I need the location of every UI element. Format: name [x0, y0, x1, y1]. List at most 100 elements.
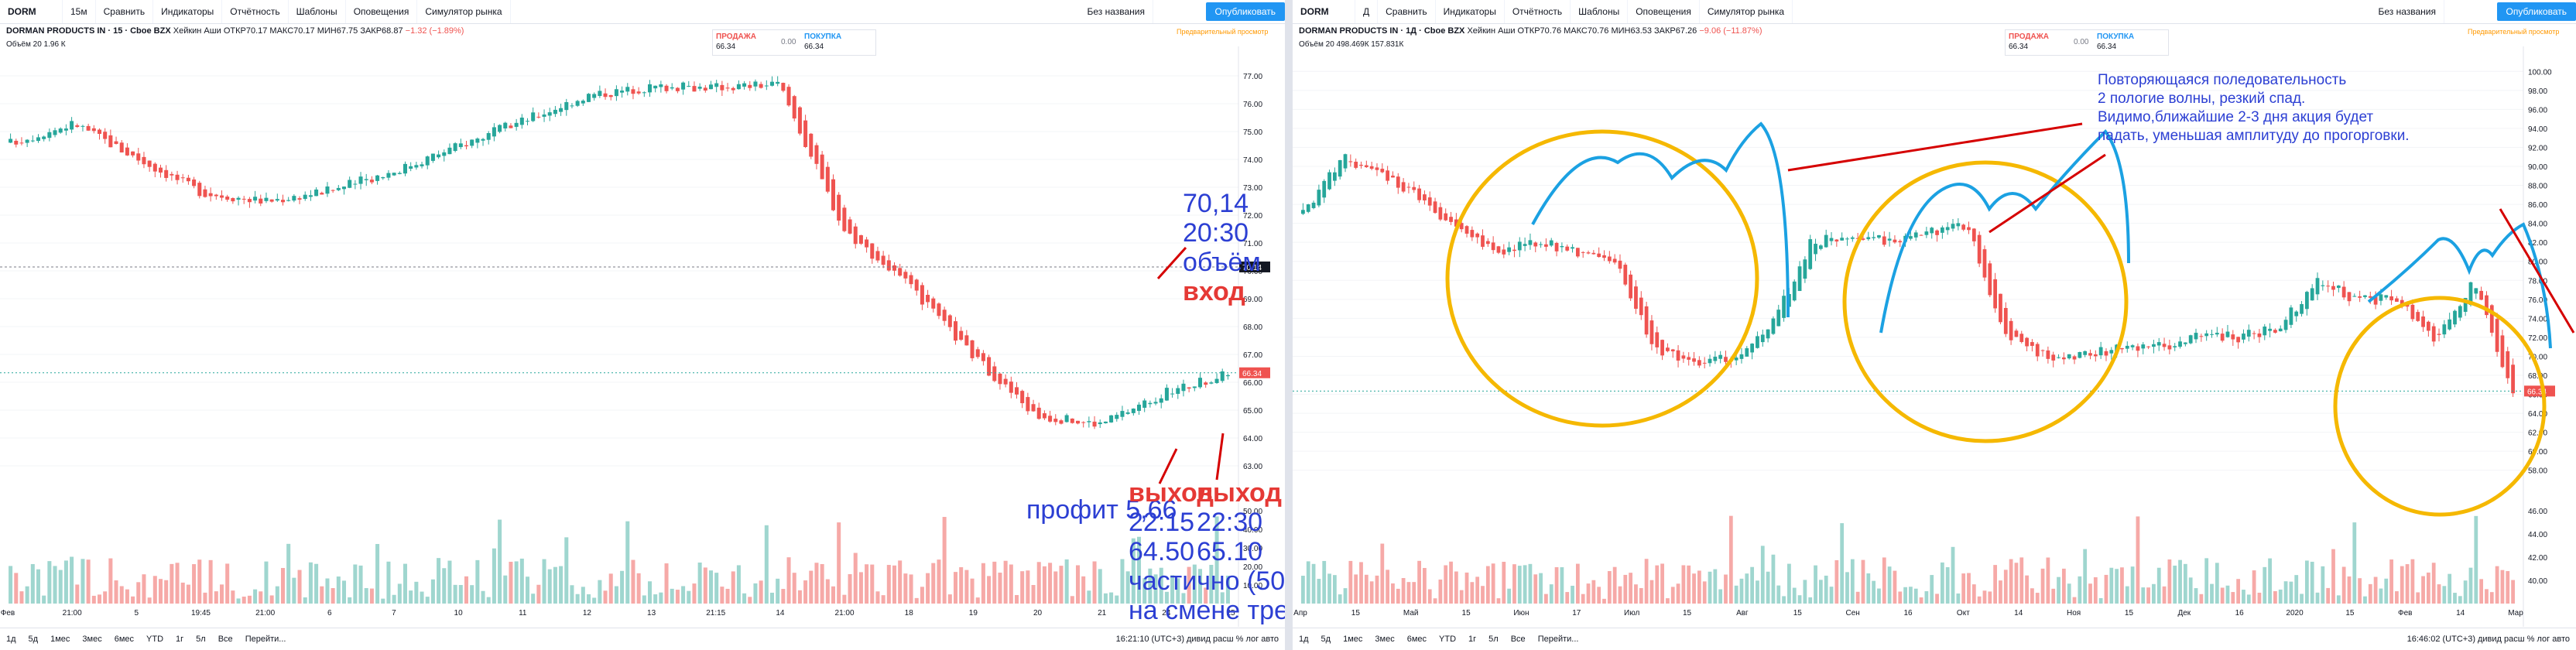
- buy-label[interactable]: ПОКУПКА: [804, 32, 842, 41]
- range-ytd[interactable]: YTD: [1439, 635, 1457, 644]
- range-1y[interactable]: 1г: [1468, 635, 1477, 644]
- compare-button[interactable]: Сравнить: [96, 0, 154, 23]
- volume-bar: [708, 570, 714, 604]
- log-toggle[interactable]: лог: [1245, 635, 1259, 644]
- replay-button[interactable]: Симулятор рынка: [1700, 0, 1793, 23]
- range-5y[interactable]: 5л: [1488, 635, 1499, 644]
- goto-date[interactable]: Перейти...: [245, 635, 286, 644]
- candle-body: [886, 260, 891, 271]
- volume-bar: [559, 566, 564, 604]
- candle-body: [1401, 182, 1406, 192]
- buy-value[interactable]: 66.34: [804, 43, 824, 51]
- candle-body: [1481, 235, 1485, 247]
- candle-body: [2025, 337, 2029, 347]
- candle-body: [1306, 204, 1310, 212]
- volume-bar: [1317, 579, 1321, 604]
- sell-label[interactable]: ПРОДАЖА: [716, 32, 756, 41]
- range-3m[interactable]: 3мес: [82, 635, 102, 644]
- publish-button[interactable]: Опубликовать: [1205, 2, 1285, 21]
- buy-label[interactable]: ПОКУПКА: [2097, 32, 2135, 41]
- layout-name[interactable]: Без названия: [1079, 0, 1153, 23]
- alerts-button[interactable]: Оповещения: [1628, 0, 1700, 23]
- range-6m[interactable]: 6мес: [114, 635, 135, 644]
- range-5d[interactable]: 5д: [28, 635, 39, 644]
- sell-value[interactable]: 66.34: [716, 43, 736, 51]
- candle-body: [108, 135, 113, 148]
- left-toolbar: DORM 15м Сравнить Индикаторы Отчётность …: [0, 0, 1285, 24]
- replay-button[interactable]: Симулятор рынка: [417, 0, 511, 23]
- range-5y[interactable]: 5л: [196, 635, 206, 644]
- right-chart[interactable]: 100.00 98.00 96.00 94.00 92.00 90.00 88.00 86.0…: [1293, 46, 2576, 627]
- compare-button[interactable]: Сравнить: [1378, 0, 1436, 23]
- candle-body: [369, 180, 374, 183]
- extended-toggle[interactable]: расш: [2504, 635, 2525, 644]
- symbol-search[interactable]: DORM: [1293, 0, 1355, 23]
- financials-button[interactable]: Отчётность: [222, 0, 289, 23]
- auto-toggle[interactable]: авто: [1261, 635, 1279, 644]
- volume-bar: [1528, 563, 1533, 604]
- range-all[interactable]: Все: [218, 635, 233, 644]
- time-tick-label: Май: [1403, 609, 1419, 618]
- time-tick-label: 5: [135, 609, 139, 618]
- range-1d[interactable]: 1д: [1299, 635, 1309, 644]
- volume-bar: [2474, 515, 2478, 604]
- range-5d[interactable]: 5д: [1321, 635, 1331, 644]
- candle-body: [519, 117, 524, 125]
- volume-bar: [1565, 592, 1570, 604]
- volume-bar: [70, 556, 74, 604]
- range-all[interactable]: Все: [1510, 635, 1526, 644]
- price-tick-label: 74.00: [1243, 156, 1262, 165]
- interval-button[interactable]: 15м: [63, 0, 96, 23]
- candle-body: [1380, 169, 1385, 173]
- clock[interactable]: 16:46:02 (UTC+3): [2406, 635, 2475, 644]
- time-tick-label: 7: [392, 609, 396, 618]
- candle-body: [25, 139, 29, 143]
- candle-body: [325, 186, 330, 194]
- range-3m[interactable]: 3мес: [1375, 635, 1395, 644]
- financials-button[interactable]: Отчётность: [1505, 0, 1571, 23]
- range-1m[interactable]: 1мес: [1343, 635, 1363, 644]
- goto-date[interactable]: Перейти...: [1537, 635, 1579, 644]
- extended-toggle[interactable]: расш: [1213, 635, 1234, 644]
- range-6m[interactable]: 6мес: [1406, 635, 1427, 644]
- candle-body: [1164, 388, 1169, 401]
- volume-bar: [1644, 559, 1649, 604]
- range-ytd[interactable]: YTD: [146, 635, 164, 644]
- candle-body: [1364, 165, 1368, 168]
- candle-body: [1792, 281, 1797, 301]
- auto-toggle[interactable]: авто: [2552, 635, 2570, 644]
- candle-body: [987, 357, 992, 376]
- publish-button[interactable]: Опубликовать: [2496, 2, 2576, 21]
- candle-body: [631, 89, 635, 94]
- dividends-toggle[interactable]: дивид: [1186, 635, 1211, 644]
- candle-body: [103, 132, 108, 139]
- range-1d[interactable]: 1д: [6, 635, 16, 644]
- buy-value[interactable]: 66.34: [2097, 43, 2117, 51]
- percent-toggle[interactable]: %: [2526, 635, 2535, 644]
- candle-body: [575, 101, 580, 106]
- log-toggle[interactable]: лог: [2537, 635, 2550, 644]
- sell-value[interactable]: 66.34: [2009, 43, 2029, 51]
- alerts-button[interactable]: Оповещения: [346, 0, 418, 23]
- clock[interactable]: 16:21:10 (UTC+3): [1115, 635, 1184, 644]
- legend-ohlc: ОТКР70.17 МАКС70.17 МИН67.75 ЗАКР68.87: [223, 26, 403, 36]
- templates-button[interactable]: Шаблоны: [289, 0, 346, 23]
- templates-button[interactable]: Шаблоны: [1571, 0, 1629, 23]
- percent-toggle[interactable]: %: [1235, 635, 1244, 644]
- left-chart[interactable]: 77.0076.0075.0074.0073.0072.0071.0070.00…: [0, 46, 1285, 627]
- volume-bar: [1554, 566, 1559, 604]
- sell-label[interactable]: ПРОДАЖА: [2009, 32, 2049, 41]
- volume-bar: [1187, 566, 1191, 604]
- indicators-button[interactable]: Индикаторы: [1436, 0, 1505, 23]
- layout-name[interactable]: Без названия: [2370, 0, 2444, 23]
- volume-bar: [2405, 564, 2410, 604]
- range-1m[interactable]: 1мес: [50, 635, 70, 644]
- candle-body: [1475, 233, 1480, 238]
- volume-bar: [2468, 567, 2473, 604]
- range-1y[interactable]: 1г: [176, 635, 184, 644]
- symbol-search[interactable]: DORM: [0, 0, 63, 23]
- dividends-toggle[interactable]: дивид: [2477, 635, 2502, 644]
- indicators-button[interactable]: Индикаторы: [153, 0, 223, 23]
- volume-legend: Объём 20 498.469К 157.831К: [1299, 40, 1404, 49]
- interval-button[interactable]: Д: [1355, 0, 1379, 23]
